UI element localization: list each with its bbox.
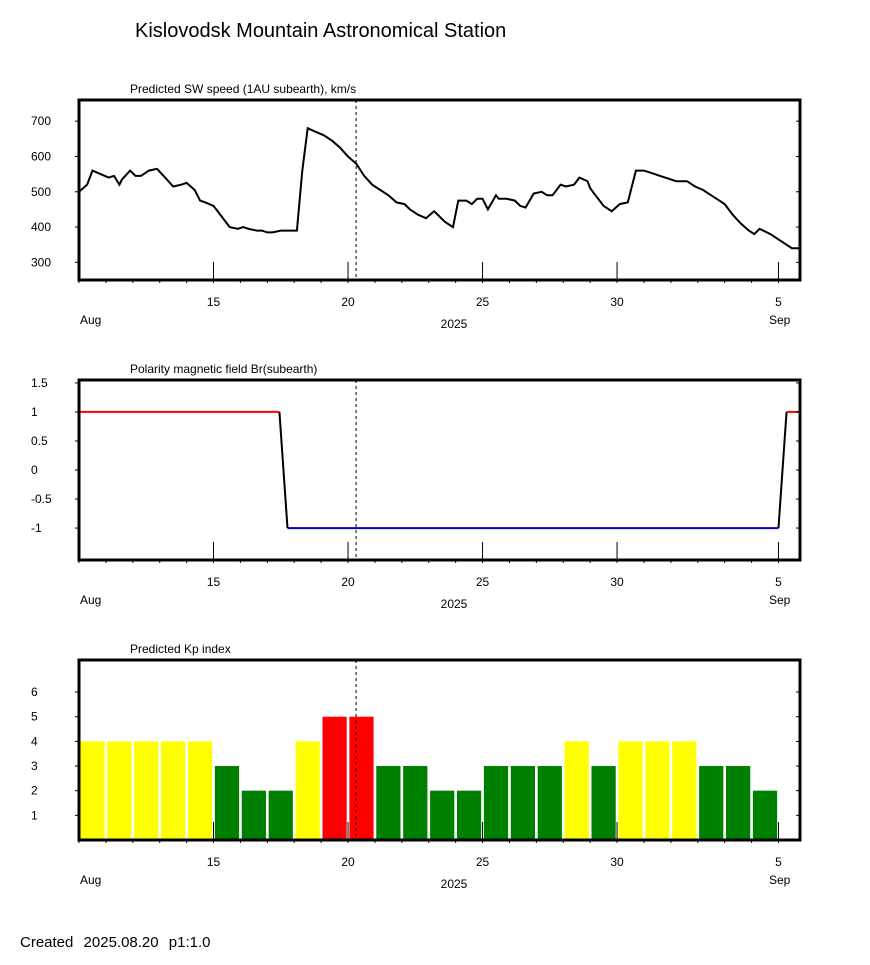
y-tick-label-1-4: 600	[31, 149, 51, 163]
kp-bar-11	[349, 716, 374, 840]
y-tick-label-3-4: 4	[31, 734, 38, 748]
month-start-label-1: Aug	[80, 313, 101, 327]
year-label-3: 2025	[441, 877, 468, 891]
x-tick-label-3-1: 15	[207, 855, 221, 869]
x-tick-label-2-1: 15	[207, 575, 221, 589]
polarity-segment-2	[278, 411, 289, 529]
panel-title-2: Polarity magnetic field Br(subearth)	[130, 362, 317, 376]
y-tick-label-3-1: 1	[31, 808, 38, 822]
x-tick-label-2-4: 30	[610, 575, 624, 589]
kp-bar-15	[456, 790, 482, 840]
kp-bar-12	[376, 766, 401, 840]
month-start-label-3: Aug	[80, 873, 101, 887]
y-tick-label-2-5: -0.5	[31, 492, 52, 506]
kp-bar-23	[672, 741, 697, 840]
y-tick-label-2-1: 1.5	[31, 376, 48, 390]
panel-frame-1	[77, 98, 802, 282]
kp-bar-13	[403, 766, 428, 840]
kp-bar-20	[591, 766, 616, 840]
kp-bar-25	[726, 766, 751, 840]
kp-bar-21	[618, 741, 643, 840]
kp-bar-22	[645, 741, 670, 840]
x-tick-label-1-5: 5	[775, 295, 782, 309]
y-tick-label-2-3: 0.5	[31, 434, 48, 448]
x-tick-label-3-5: 5	[775, 855, 782, 869]
year-label-1: 2025	[441, 317, 468, 331]
y-tick-label-1-2: 400	[31, 220, 51, 234]
panel-frame-2	[77, 378, 802, 562]
x-tick-label-3-2: 20	[341, 855, 355, 869]
panel-title-3: Predicted Kp index	[130, 642, 231, 656]
footer: Created 2025.08.20 p1:1.0	[20, 934, 217, 951]
kp-bar-19	[564, 741, 589, 840]
kp-bar-24	[699, 766, 724, 840]
y-tick-label-1-5: 700	[31, 114, 51, 128]
x-tick-label-2-5: 5	[775, 575, 782, 589]
kp-bar-4	[161, 741, 186, 840]
kp-bar-2	[107, 741, 132, 840]
panel-title-1: Predicted SW speed (1AU subearth), km/s	[130, 82, 356, 96]
month-start-label-2: Aug	[80, 593, 101, 607]
kp-bar-9	[295, 741, 320, 840]
y-tick-label-3-3: 3	[31, 759, 38, 773]
y-tick-label-2-2: 1	[31, 405, 38, 419]
page-title: Kislovodsk Mountain Astronomical Station	[135, 20, 507, 42]
x-tick-label-1-3: 25	[476, 295, 490, 309]
kp-bar-14	[430, 790, 455, 840]
month-end-label-3: Sep	[769, 873, 791, 887]
x-tick-label-1-1: 15	[207, 295, 221, 309]
x-tick-label-1-4: 30	[610, 295, 624, 309]
kp-bar-26	[752, 790, 778, 840]
month-end-label-2: Sep	[769, 593, 791, 607]
kp-bar-3	[134, 741, 159, 840]
x-tick-label-2-3: 25	[476, 575, 490, 589]
x-tick-label-1-2: 20	[341, 295, 355, 309]
created-label: Created	[20, 934, 74, 951]
kp-bar-7	[241, 790, 266, 840]
kp-bar-6	[214, 766, 240, 840]
polarity-segment-4	[777, 411, 788, 529]
x-tick-label-3-3: 25	[476, 855, 490, 869]
kp-bar-16	[483, 766, 509, 840]
y-tick-label-3-2: 2	[31, 784, 38, 798]
y-tick-label-2-6: -1	[31, 521, 42, 535]
y-tick-label-1-1: 300	[31, 255, 51, 269]
kp-bar-8	[268, 790, 293, 840]
kp-bar-5	[187, 741, 213, 840]
month-end-label-1: Sep	[769, 313, 791, 327]
panel-frame-3	[77, 658, 802, 842]
kp-bar-18	[537, 766, 562, 840]
kp-bar-17	[510, 766, 536, 840]
y-tick-label-2-4: 0	[31, 463, 38, 477]
year-label-2: 2025	[441, 597, 468, 611]
x-tick-label-2-2: 20	[341, 575, 355, 589]
y-tick-label-1-3: 500	[31, 185, 51, 199]
y-tick-label-3-6: 6	[31, 685, 38, 699]
y-tick-label-3-5: 5	[31, 710, 38, 724]
x-tick-label-3-4: 30	[610, 855, 624, 869]
kp-bar-10	[322, 716, 347, 840]
created-date: 2025.08.20	[83, 934, 159, 951]
sw-speed-line	[78, 126, 800, 250]
kp-bar-1	[80, 741, 105, 840]
page-number: p1:1.0	[168, 934, 211, 951]
